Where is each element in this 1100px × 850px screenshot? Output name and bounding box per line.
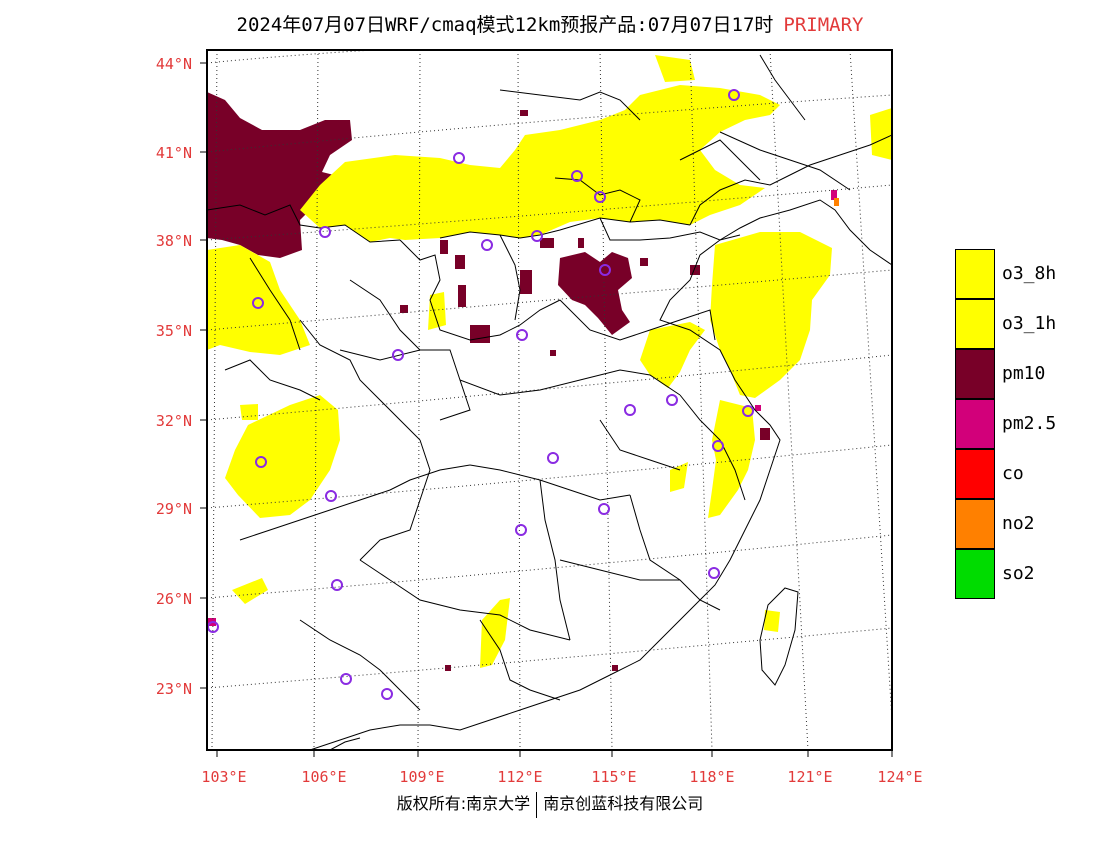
legend-label: pm2.5 — [1002, 413, 1057, 434]
copyright-left: 版权所有:南京大学 — [396, 794, 531, 813]
latitude-labels: 44°N 41°N 38°N 35°N 32°N 29°N 26°N 23°N — [156, 55, 192, 698]
lat-label: 41°N — [156, 144, 192, 162]
legend-label: co — [1002, 463, 1024, 484]
legend-label: o3_1h — [1002, 313, 1057, 334]
lon-label: 106°E — [301, 768, 346, 786]
o3-yunnan-patch — [232, 578, 268, 604]
title-primary-tag: PRIMARY — [783, 14, 864, 36]
o3-west-area — [207, 245, 310, 355]
lon-label: 118°E — [689, 768, 734, 786]
lon-label: 103°E — [201, 768, 246, 786]
lat-label: 44°N — [156, 55, 192, 73]
copyright-footer: 版权所有:南京大学 南京创蓝科技有限公司 — [0, 790, 1100, 818]
legend-label: no2 — [1002, 513, 1035, 534]
longitude-labels: 103°E 106°E 109°E 112°E 115°E 118°E 121°… — [201, 768, 922, 786]
o3-northeast-edge — [870, 108, 892, 160]
o3-northern-belt — [300, 85, 780, 242]
map-title: 2024年07月07日WRF/cmaq模式12km预报产品:07月07日17时 P… — [0, 10, 1100, 37]
lon-label: 121°E — [787, 768, 832, 786]
bohai-coast — [689, 134, 892, 226]
legend-label: so2 — [1002, 563, 1035, 584]
legend-swatch — [955, 349, 995, 399]
o3-north-tip — [655, 55, 695, 82]
pm10-area-central — [558, 252, 632, 335]
o3-shanxi-patch — [428, 292, 446, 330]
legend-swatch — [955, 499, 995, 549]
legend-swatch — [955, 399, 995, 449]
map-content — [207, 50, 892, 750]
legend-swatch — [955, 449, 995, 499]
province-boundaries — [207, 54, 851, 711]
taiwan-outline — [759, 587, 799, 686]
footer-divider — [536, 791, 538, 818]
legend-label: o3_8h — [1002, 263, 1057, 284]
lat-label: 38°N — [156, 232, 192, 250]
map-frame — [206, 49, 893, 751]
lat-label: 32°N — [156, 412, 192, 430]
lat-label: 35°N — [156, 322, 192, 340]
o3-sichuan-area — [225, 395, 340, 518]
lat-label: 29°N — [156, 500, 192, 518]
legend-label: pm10 — [1002, 363, 1046, 384]
lat-label: 23°N — [156, 680, 192, 698]
legend-swatch — [955, 549, 995, 599]
o3-jiangxi-strip — [670, 462, 688, 492]
lon-label: 124°E — [877, 768, 922, 786]
o3-east-coast-area — [710, 232, 832, 398]
coastline — [309, 199, 892, 750]
copyright-right: 南京创蓝科技有限公司 — [543, 794, 704, 813]
lon-label: 109°E — [399, 768, 444, 786]
graticule — [207, 50, 892, 750]
o3-coast-south — [708, 400, 755, 518]
tick-marks — [200, 62, 893, 757]
station-markers — [207, 89, 754, 700]
lat-label: 26°N — [156, 590, 192, 608]
o3-anhui-strip — [640, 322, 705, 388]
o3-west-small — [240, 404, 258, 420]
lon-label: 115°E — [591, 768, 636, 786]
legend-swatch — [955, 299, 995, 349]
title-main: 2024年07月07日WRF/cmaq模式12km预报产品:07月07日17时 — [236, 14, 774, 36]
lon-label: 112°E — [497, 768, 542, 786]
legend-swatch — [955, 249, 995, 299]
o3-taiwan-patch — [764, 610, 780, 632]
pm10-area-northwest — [207, 92, 352, 258]
no2-spot — [834, 198, 839, 206]
hainan-coast — [329, 737, 361, 750]
o3-guangxi-strip — [480, 598, 510, 668]
